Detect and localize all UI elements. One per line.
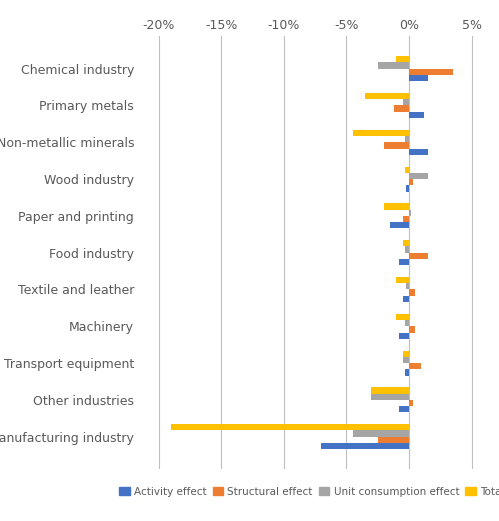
Bar — [409, 148, 428, 155]
Bar — [409, 363, 422, 369]
Bar — [384, 142, 409, 148]
Bar — [409, 111, 424, 118]
Bar — [353, 430, 409, 437]
Bar — [353, 130, 409, 136]
Bar — [406, 185, 409, 192]
Legend: Activity effect, Structural effect, Unit consumption effect, Total: Activity effect, Structural effect, Unit… — [115, 483, 499, 501]
Bar — [390, 222, 409, 228]
Bar — [399, 406, 409, 413]
Bar — [409, 253, 428, 259]
Bar — [403, 296, 409, 302]
Bar — [378, 63, 409, 69]
Bar — [405, 369, 409, 376]
Bar — [394, 105, 409, 111]
Bar — [405, 167, 409, 173]
Bar — [405, 136, 409, 142]
Bar — [396, 314, 409, 320]
Bar — [409, 400, 413, 406]
Bar — [403, 216, 409, 222]
Bar — [321, 443, 409, 449]
Bar — [409, 209, 411, 216]
Bar — [399, 332, 409, 339]
Bar — [399, 259, 409, 265]
Bar — [403, 351, 409, 357]
Bar — [371, 394, 409, 400]
Bar — [396, 277, 409, 283]
Bar — [409, 179, 413, 185]
Bar — [409, 326, 415, 332]
Bar — [378, 437, 409, 443]
Bar — [384, 203, 409, 209]
Bar — [409, 75, 428, 81]
Bar — [171, 424, 409, 430]
Bar — [406, 283, 409, 290]
Bar — [365, 93, 409, 99]
Bar — [403, 99, 409, 105]
Bar — [396, 56, 409, 63]
Bar — [403, 357, 409, 363]
Bar — [405, 320, 409, 326]
Bar — [409, 173, 428, 179]
Bar — [409, 69, 453, 75]
Bar — [371, 388, 409, 394]
Bar — [403, 240, 409, 246]
Bar — [409, 290, 415, 296]
Bar — [405, 246, 409, 253]
